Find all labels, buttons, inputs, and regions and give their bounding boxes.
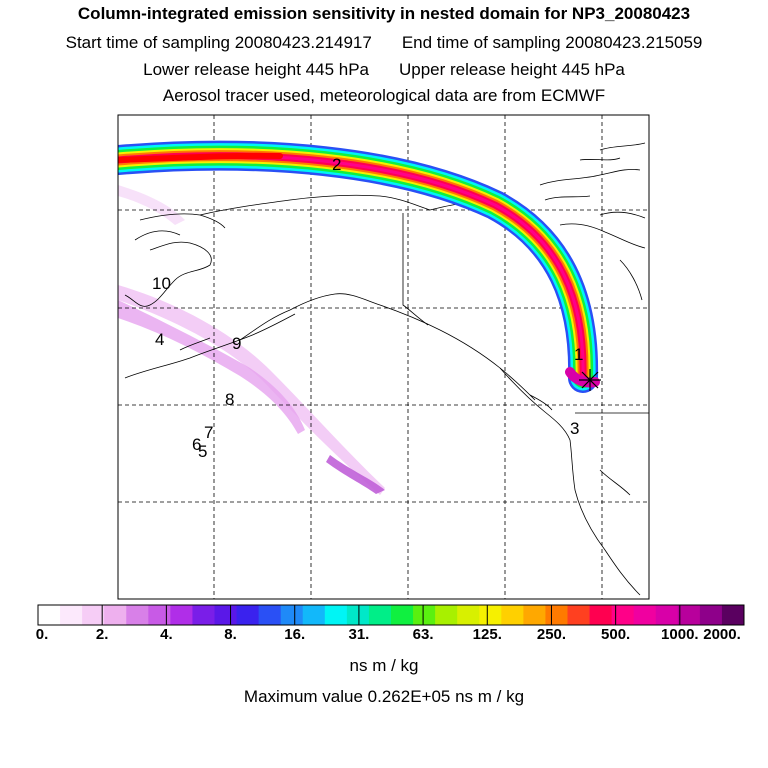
color-scale-swatch — [60, 605, 83, 625]
end-time-label: End time of sampling 20080423.215059 — [401, 33, 703, 52]
color-scale-tick-label: 2000. — [703, 626, 741, 643]
color-scale-swatch — [413, 605, 436, 625]
color-scale-tick-label: 4. — [160, 626, 173, 643]
color-scale-tick-label: 31. — [348, 626, 370, 643]
label-4: 4 — [155, 330, 164, 349]
color-scale-swatch — [104, 605, 127, 625]
label-1: 1 — [574, 345, 583, 364]
color-scale-swatch — [501, 605, 524, 625]
color-scale-swatch — [280, 605, 304, 625]
color-scale-tick-label: 250. — [536, 626, 567, 643]
tracer-info: Aerosol tracer used, meteorological data… — [162, 86, 606, 105]
map-panel: 1 2 3 4 5 6 7 8 9 10 — [118, 115, 649, 599]
maximum-value-label: Maximum value 0.262E+05 ns m / kg — [243, 687, 525, 706]
color-scale-tick-label: 2. — [95, 626, 109, 643]
color-scale-tick-label: 0. — [35, 626, 49, 643]
color-scale-swatch — [435, 605, 458, 625]
label-9: 9 — [232, 334, 241, 353]
label-10: 10 — [152, 274, 171, 293]
color-scale-swatch — [545, 605, 568, 625]
color-scale-swatch — [611, 605, 635, 625]
color-scale-swatch — [699, 605, 723, 625]
color-scale-swatch — [170, 605, 193, 625]
color-scale-swatch — [236, 605, 260, 625]
label-6: 6 — [192, 435, 201, 454]
sampling-times: Start time of sampling 20080423.214917 En… — [0, 33, 768, 53]
color-scale-tick-label: 63. — [412, 626, 434, 643]
map-frame — [117, 114, 650, 600]
release-heights: Lower release height 445 hPa Upper releas… — [0, 60, 768, 80]
upper-release-label: Upper release height 445 hPa — [399, 60, 625, 79]
color-scale-tick-label: 500. — [601, 626, 631, 643]
color-scale-swatch — [126, 605, 149, 625]
label-8: 8 — [225, 390, 234, 409]
color-scale-swatch — [148, 605, 171, 625]
start-time-label: Start time of sampling 20080423.214917 — [65, 33, 372, 52]
label-5: 5 — [198, 442, 207, 461]
label-3: 3 — [570, 419, 579, 438]
color-scale-frame — [37, 604, 745, 626]
color-scale-swatch — [633, 605, 657, 625]
color-scale-swatch — [655, 605, 679, 625]
color-scale-swatch — [368, 605, 392, 625]
color-scale-swatch — [523, 605, 546, 625]
coastlines — [124, 142, 649, 596]
label-7: 7 — [204, 423, 213, 442]
color-scale-swatch — [302, 605, 326, 625]
color-scale-swatch — [324, 605, 348, 625]
color-scale-tick-label: 125. — [472, 626, 502, 643]
color-scale-bar — [38, 605, 745, 625]
color-scale-unit: ns m / kg — [349, 656, 419, 675]
color-scale-swatch — [677, 605, 701, 625]
sensitivity-band — [118, 140, 600, 393]
color-scale-tick-label: 8. — [224, 626, 237, 643]
color-scale-swatch — [391, 605, 414, 625]
color-scale-swatch — [589, 605, 613, 625]
color-scale-swatch — [214, 605, 238, 625]
color-scale-swatch — [346, 605, 370, 625]
color-scale-swatch — [567, 605, 591, 625]
lower-release-label: Lower release height 445 hPa — [143, 60, 369, 79]
color-scale-tick-label: 1000. — [661, 626, 699, 643]
color-scale-swatch — [38, 605, 61, 625]
color-scale-tick-label: 16. — [284, 626, 306, 643]
plot-title: Column-integrated emission sensitivity i… — [77, 4, 691, 23]
color-scale-swatch — [82, 605, 105, 625]
color-scale-swatch — [721, 605, 745, 625]
release-site-marker — [579, 369, 601, 391]
label-2: 2 — [332, 155, 341, 174]
color-scale-swatch — [457, 605, 480, 625]
color-scale-swatch — [258, 605, 282, 625]
trajectory-labels: 1 2 3 4 5 6 7 8 9 10 — [152, 155, 583, 461]
color-scale-swatch — [192, 605, 215, 625]
color-scale-swatch — [479, 605, 502, 625]
